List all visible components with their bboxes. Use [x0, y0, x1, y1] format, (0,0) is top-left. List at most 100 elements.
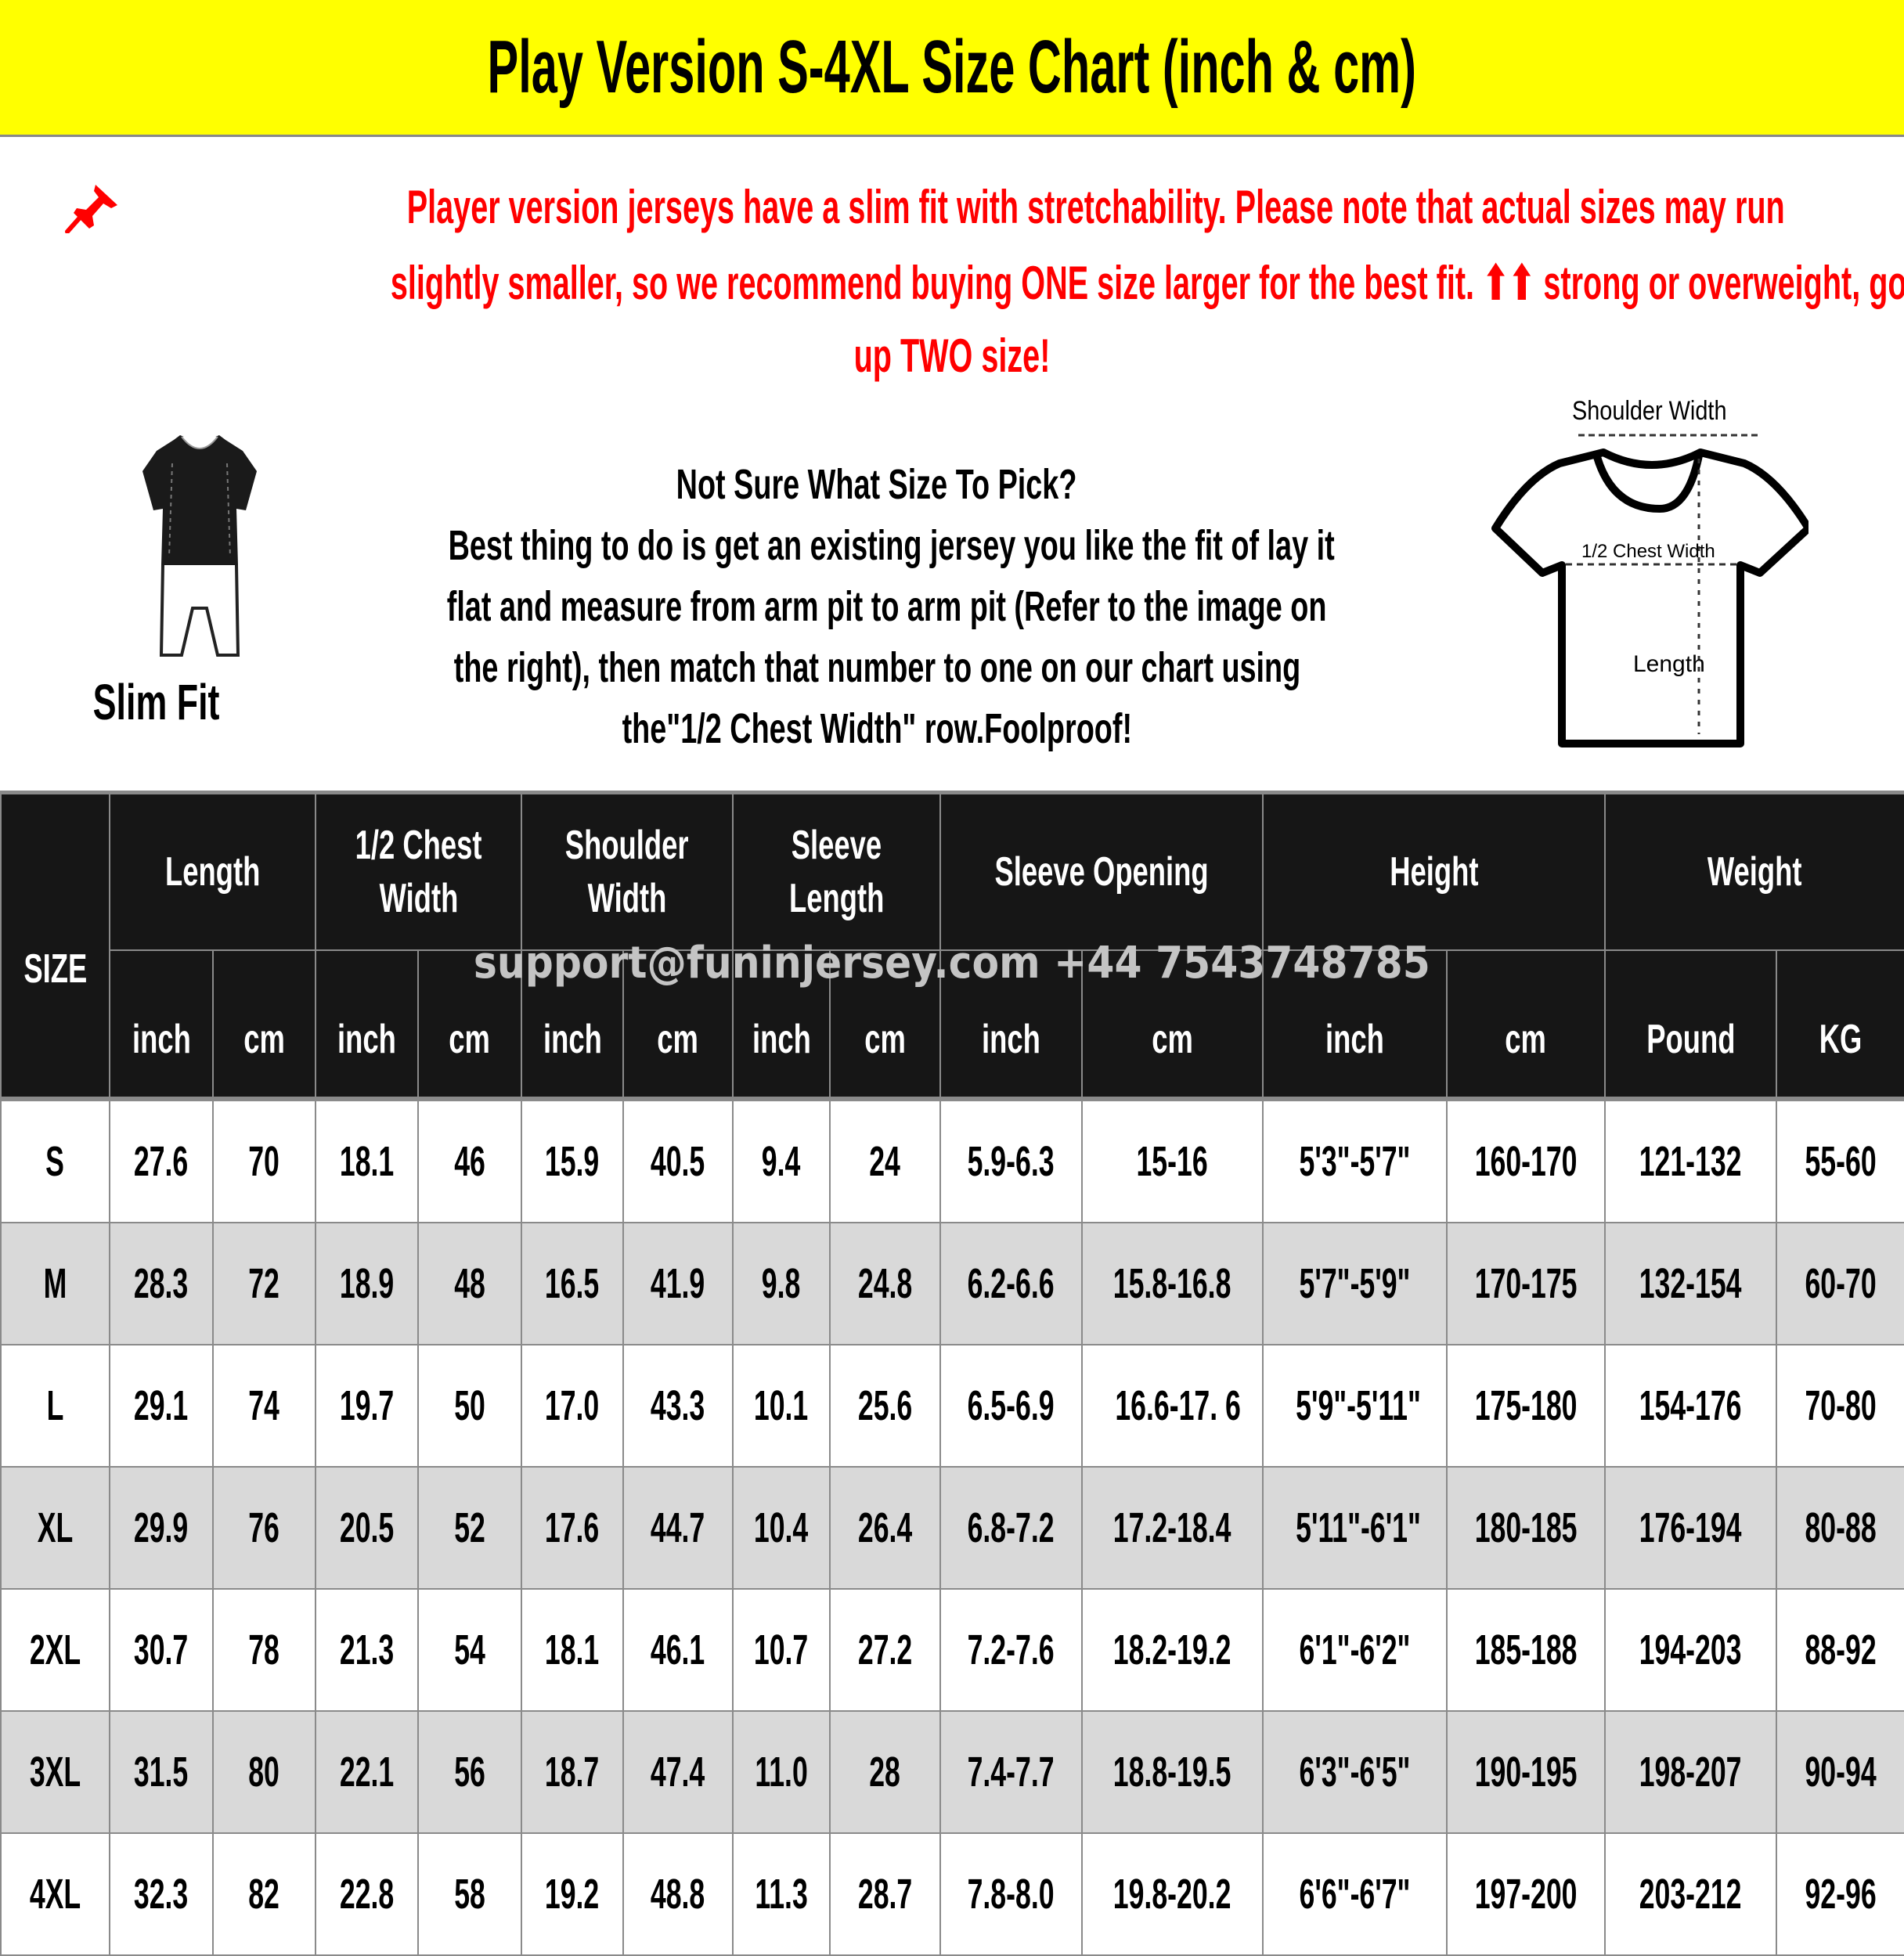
unit-header: cm — [622, 949, 734, 1100]
column-group-header: Height — [1262, 791, 1606, 951]
table-cell: 5.9-6.3 — [939, 1097, 1084, 1223]
table-cell: 160-170 — [1446, 1097, 1606, 1223]
table-cell: 10.7 — [732, 1588, 831, 1712]
table-cell: 80-88 — [1776, 1466, 1904, 1590]
size-cell: M — [0, 1222, 110, 1345]
unit-header: cm — [211, 949, 317, 1100]
table-cell: 15-16 — [1081, 1097, 1264, 1223]
table-cell: 41.9 — [622, 1222, 734, 1345]
table-cell: 154-176 — [1604, 1344, 1778, 1468]
table-cell: 10.4 — [732, 1466, 831, 1590]
table-cell: 22.8 — [315, 1832, 420, 1956]
unit-header: Pound — [1604, 949, 1778, 1100]
table-cell: 54 — [417, 1588, 523, 1712]
table-cell: 70-80 — [1776, 1344, 1904, 1468]
unit-header: inch — [1262, 949, 1448, 1100]
table-cell: 203-212 — [1604, 1832, 1778, 1956]
pushpin-icon — [65, 185, 117, 233]
table-cell: 26.4 — [829, 1466, 942, 1590]
column-group-header: Weight — [1604, 791, 1904, 951]
table-cell: 72 — [211, 1222, 317, 1345]
table-row: 4XL 32.3 82 22.8 58 19.2 48.8 11.3 28.7 7.8-8.0 19… — [0, 1832, 1904, 1956]
table-cell: 47.4 — [622, 1710, 734, 1834]
notice-line: Player version jerseys have a slim fit w… — [406, 181, 1785, 233]
table-cell: 121-132 — [1604, 1097, 1778, 1223]
slim-fit-figure-image — [142, 435, 257, 657]
table-cell: 46.1 — [622, 1588, 734, 1712]
page-title: Play Version S-4XL Size Chart (inch & cm… — [487, 25, 1417, 109]
table-cell: 44.7 — [622, 1466, 734, 1590]
table-cell: 30.7 — [109, 1588, 214, 1712]
table-cell: 27.6 — [109, 1097, 214, 1223]
table-cell: 22.1 — [315, 1710, 420, 1834]
notice-line: slightly smaller, so we recommend buying… — [390, 257, 1904, 309]
size-cell: 4XL — [0, 1832, 110, 1956]
table-cell: 6'1"-6'2" — [1262, 1588, 1448, 1712]
table-cell: 28 — [829, 1710, 942, 1834]
table-cell: 6'3"-6'5" — [1262, 1710, 1448, 1834]
table-cell: 15.8-16.8 — [1081, 1222, 1264, 1345]
slim-fit-label: Slim Fit — [93, 674, 220, 730]
table-cell: 197-200 — [1446, 1832, 1606, 1956]
table-cell: 5'3"-5'7" — [1262, 1097, 1448, 1223]
table-cell: 46 — [417, 1097, 523, 1223]
table-cell: 20.5 — [315, 1466, 420, 1590]
table-cell: 18.1 — [315, 1097, 420, 1223]
table-cell: 70 — [211, 1097, 317, 1223]
table-cell: 9.4 — [732, 1097, 831, 1223]
table-cell: 175-180 — [1446, 1344, 1606, 1468]
header-row: SIZE Length 1/2 Chest Width Shoulder Width Sle… — [0, 791, 1904, 1100]
unit-header: inch — [939, 949, 1084, 1100]
table-cell: 58 — [417, 1832, 523, 1956]
table-cell: 198-207 — [1604, 1710, 1778, 1834]
table-cell: 74 — [211, 1344, 317, 1468]
table-cell: 132-154 — [1604, 1222, 1778, 1345]
table-cell: 11.3 — [732, 1832, 831, 1956]
table-row: L 29.1 74 19.7 50 17.0 43.3 10.1 25.6 6.5-6.9 16.6… — [0, 1344, 1904, 1468]
guide-line: the right), then match that number to on… — [453, 644, 1300, 691]
unit-header: inch — [521, 949, 625, 1100]
unit-header: cm — [1081, 949, 1264, 1100]
table-cell: 18.1 — [521, 1588, 625, 1712]
size-cell: 2XL — [0, 1588, 110, 1712]
table-cell: 56 — [417, 1710, 523, 1834]
table-cell: 7.8-8.0 — [939, 1832, 1084, 1956]
table-cell: 28.7 — [829, 1832, 942, 1956]
table-cell: 19.7 — [315, 1344, 420, 1468]
table-cell: 17.6 — [521, 1466, 625, 1590]
size-cell: XL — [0, 1466, 110, 1590]
unit-header: cm — [1446, 949, 1606, 1100]
table-cell: 24 — [829, 1097, 942, 1223]
table-cell: 90-94 — [1776, 1710, 1904, 1834]
table-cell: 78 — [211, 1588, 317, 1712]
column-group-header: Sleeve Opening — [939, 791, 1264, 951]
table-row: 3XL 31.5 80 22.1 56 18.7 47.4 11.0 28 7.4-7.7 18.8… — [0, 1710, 1904, 1834]
unit-header: inch — [315, 949, 420, 1100]
table-cell: 29.1 — [109, 1344, 214, 1468]
table-cell: 80 — [211, 1710, 317, 1834]
table-cell: 48.8 — [622, 1832, 734, 1956]
size-cell: 3XL — [0, 1710, 110, 1834]
column-group-header: Length — [108, 791, 317, 951]
table-cell: 7.4-7.7 — [939, 1710, 1084, 1834]
table-row: 2XL 30.7 78 21.3 54 18.1 46.1 10.7 27.2 7.2-7.6 18… — [0, 1588, 1904, 1712]
unit-header: KG — [1776, 949, 1904, 1100]
unit-header-row: inch cm inch cm inch cm inch cm inch cm inch cm Poun… — [1, 949, 1904, 1100]
table-cell: 180-185 — [1446, 1466, 1606, 1590]
table-cell: 6.2-6.6 — [939, 1222, 1084, 1345]
table-cell: 11.0 — [732, 1710, 831, 1834]
table-cell: 18.9 — [315, 1222, 420, 1345]
column-group-header: 1/2 Chest Width — [315, 791, 523, 951]
table-cell: 40.5 — [622, 1097, 734, 1223]
table-row: XL 29.9 76 20.5 52 17.6 44.7 10.4 26.4 6.8-7.2 17.… — [0, 1466, 1904, 1590]
table-cell: 6'6"-6'7" — [1262, 1832, 1448, 1956]
table-cell: 88-92 — [1776, 1588, 1904, 1712]
guide-line: flat and measure from arm pit to arm pit… — [446, 583, 1327, 630]
guide-line: Best thing to do is get an existing jers… — [448, 522, 1335, 569]
table-cell: 194-203 — [1604, 1588, 1778, 1712]
table-cell: 190-195 — [1446, 1710, 1606, 1834]
table-row: M 28.3 72 18.9 48 16.5 41.9 9.8 24.8 6.2-6.6 15.8-… — [0, 1222, 1904, 1345]
table-cell: 170-175 — [1446, 1222, 1606, 1345]
table-cell: 185-188 — [1446, 1588, 1606, 1712]
table-cell: 52 — [417, 1466, 523, 1590]
